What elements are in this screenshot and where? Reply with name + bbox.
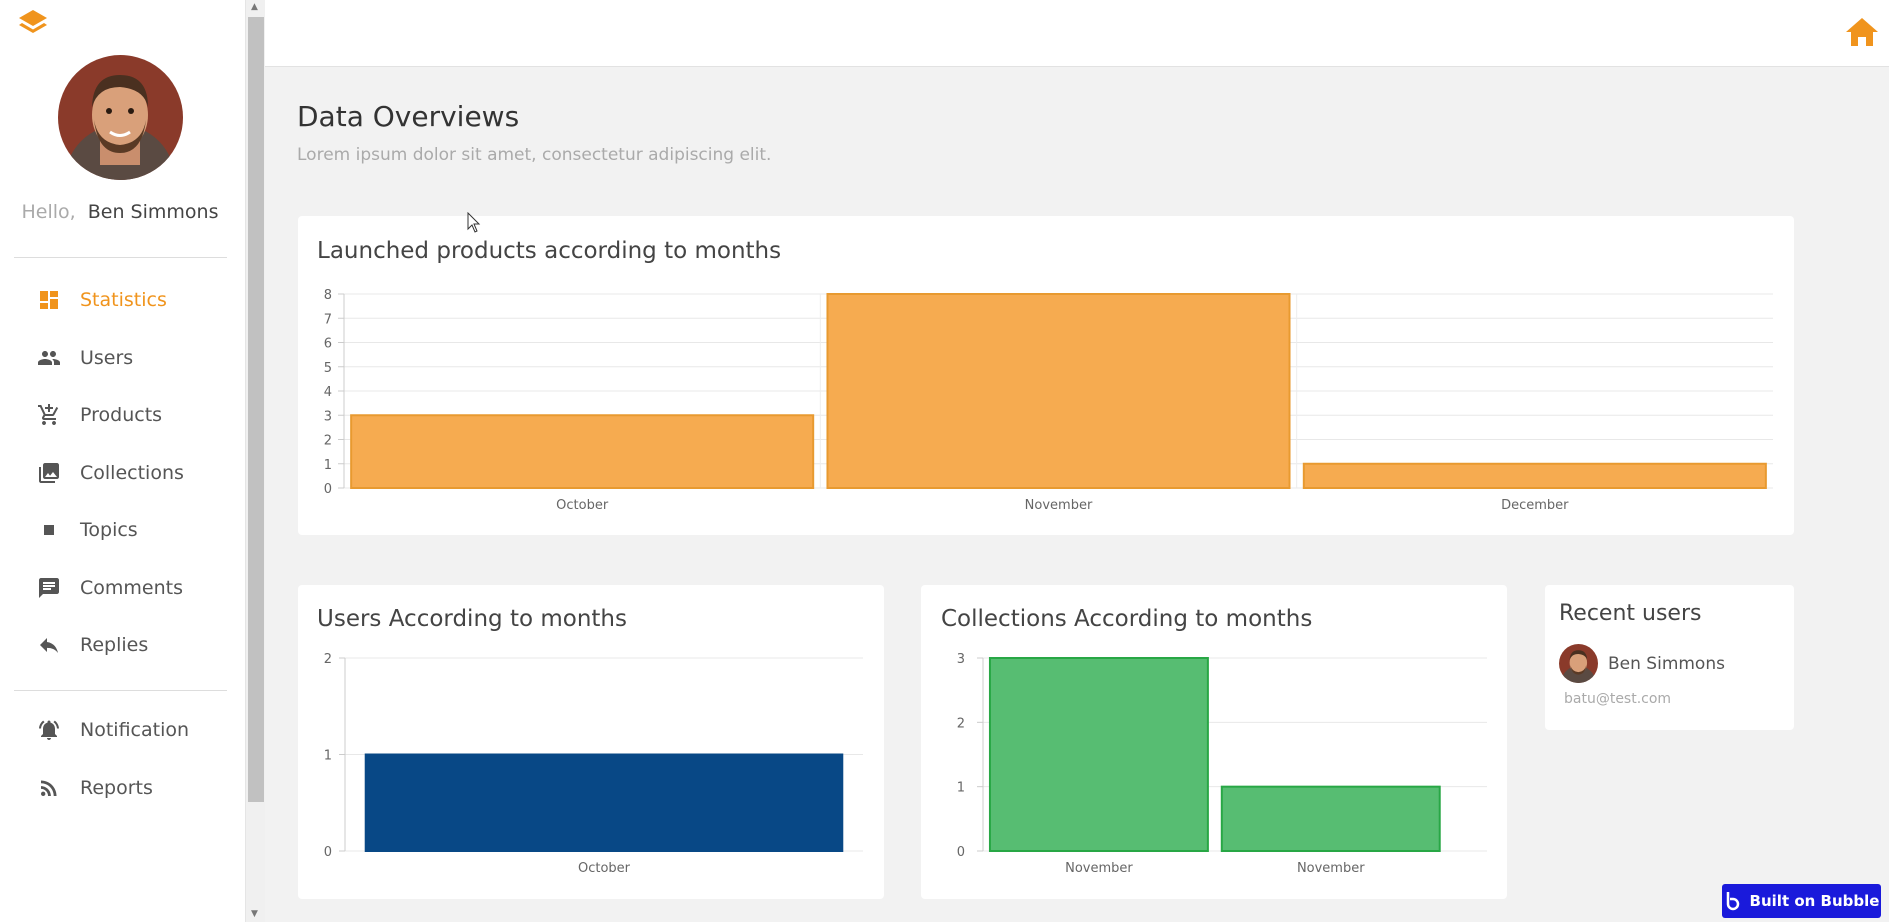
y-tick-label: 2 bbox=[957, 716, 965, 731]
chart-title: Collections According to months bbox=[941, 606, 1313, 632]
scroll-up-icon[interactable]: ▲ bbox=[251, 2, 258, 12]
recent-user-name[interactable]: Ben Simmons bbox=[1608, 654, 1725, 674]
square-icon bbox=[36, 517, 62, 543]
sidebar-item-label: Notification bbox=[80, 719, 190, 741]
rss-icon bbox=[36, 775, 62, 801]
sidebar-item-label: Products bbox=[80, 404, 163, 426]
chart-title: Users According to months bbox=[317, 606, 627, 632]
sidebar-item-label: Users bbox=[80, 347, 134, 369]
y-tick-label: 0 bbox=[324, 845, 332, 860]
y-tick-label: 8 bbox=[324, 288, 332, 303]
built-on-bubble-badge[interactable]: Built on Bubble bbox=[1722, 884, 1881, 918]
bar bbox=[1302, 462, 1767, 489]
page-title: Data Overviews bbox=[297, 100, 520, 133]
collections-chart-card: Collections According to months 0 1 2 3 Nove… bbox=[921, 585, 1507, 899]
sidebar-item-reports[interactable]: Reports bbox=[36, 771, 153, 805]
x-tick-label: December bbox=[1501, 498, 1569, 513]
x-tick-label: October bbox=[556, 498, 609, 513]
page-subtitle: Lorem ipsum dolor sit amet, consectetur … bbox=[297, 145, 772, 165]
greeting: Hello, Ben Simmons bbox=[0, 201, 240, 223]
cart-icon bbox=[36, 402, 62, 428]
bar bbox=[364, 753, 844, 852]
y-tick-label: 0 bbox=[957, 845, 965, 860]
avatar[interactable] bbox=[58, 55, 183, 180]
sidebar-item-notification[interactable]: Notification bbox=[36, 713, 189, 747]
collections-bar-chart: 0 1 2 3 November November bbox=[957, 652, 1487, 876]
sidebar-item-label: Reports bbox=[80, 777, 153, 799]
y-tick-label: 2 bbox=[324, 434, 332, 449]
scroll-down-icon[interactable]: ▼ bbox=[251, 909, 258, 919]
y-tick-label: 0 bbox=[324, 482, 332, 497]
chart-title: Launched products according to months bbox=[317, 238, 782, 264]
sidebar-item-products[interactable]: Products bbox=[36, 398, 162, 432]
sidebar-item-users[interactable]: Users bbox=[36, 341, 133, 375]
dashboard-icon bbox=[36, 287, 62, 313]
products-chart-card: Launched products according to months 0 1… bbox=[298, 216, 1794, 535]
recent-user-avatar[interactable] bbox=[1559, 644, 1598, 683]
sidebar-divider bbox=[14, 257, 227, 258]
y-tick-label: 5 bbox=[324, 361, 332, 376]
reply-icon bbox=[36, 632, 62, 658]
sidebar-item-collections[interactable]: Collections bbox=[36, 456, 184, 490]
y-tick-label: 7 bbox=[324, 312, 332, 327]
y-tick-label: 1 bbox=[324, 458, 332, 473]
bar bbox=[826, 293, 1291, 489]
y-tick-label: 2 bbox=[324, 652, 332, 667]
scroll-thumb[interactable] bbox=[248, 17, 264, 802]
recent-user-email: batu@test.com bbox=[1564, 691, 1672, 707]
badge-label: Built on Bubble bbox=[1749, 892, 1880, 910]
bar bbox=[350, 414, 815, 489]
sidebar-item-statistics[interactable]: Statistics bbox=[36, 283, 167, 317]
home-icon[interactable] bbox=[1845, 16, 1879, 48]
users-bar-chart: 0 1 2 October bbox=[324, 652, 863, 876]
x-tick-label: November bbox=[1025, 498, 1093, 513]
sidebar-item-label: Replies bbox=[80, 634, 149, 656]
bar bbox=[1220, 785, 1441, 853]
y-tick-label: 3 bbox=[324, 409, 332, 424]
y-tick-label: 3 bbox=[957, 652, 965, 667]
x-tick-label: October bbox=[578, 861, 631, 876]
sidebar-item-comments[interactable]: Comments bbox=[36, 571, 183, 605]
x-tick-label: November bbox=[1065, 861, 1133, 876]
y-tick-label: 6 bbox=[324, 337, 332, 352]
sidebar-item-label: Topics bbox=[80, 519, 138, 541]
sidebar-item-label: Comments bbox=[80, 577, 183, 599]
bell-icon bbox=[36, 717, 62, 743]
sidebar-scrollbar[interactable]: ▲ ▼ bbox=[245, 0, 265, 922]
bar bbox=[988, 657, 1209, 852]
sidebar-item-topics[interactable]: Topics bbox=[36, 513, 138, 547]
products-bar-chart: 0 1 2 3 4 5 6 7 8 October November December bbox=[324, 288, 1773, 513]
y-tick-label: 1 bbox=[957, 781, 965, 796]
layers-logo-icon[interactable] bbox=[18, 8, 48, 42]
users-chart-card: Users According to months 0 1 2 October bbox=[298, 585, 884, 899]
comment-icon bbox=[36, 575, 62, 601]
mouse-cursor-icon bbox=[467, 212, 481, 233]
y-tick-label: 1 bbox=[324, 749, 332, 764]
top-header bbox=[265, 0, 1889, 67]
y-tick-label: 4 bbox=[324, 385, 332, 400]
recent-users-title: Recent users bbox=[1559, 601, 1702, 626]
sidebar-divider bbox=[14, 690, 227, 691]
recent-users-card: Recent users bbox=[1545, 585, 1794, 730]
sidebar-item-label: Statistics bbox=[80, 289, 167, 311]
gallery-icon bbox=[36, 460, 62, 486]
x-tick-label: November bbox=[1297, 861, 1365, 876]
sidebar: Hello, Ben Simmons Statistics Users Prod… bbox=[0, 0, 245, 922]
sidebar-item-replies[interactable]: Replies bbox=[36, 628, 148, 662]
greeting-hello: Hello, bbox=[21, 201, 76, 223]
user-name: Ben Simmons bbox=[87, 201, 219, 223]
users-icon bbox=[36, 345, 62, 371]
sidebar-item-label: Collections bbox=[80, 462, 184, 484]
bubble-logo-icon bbox=[1726, 892, 1739, 911]
